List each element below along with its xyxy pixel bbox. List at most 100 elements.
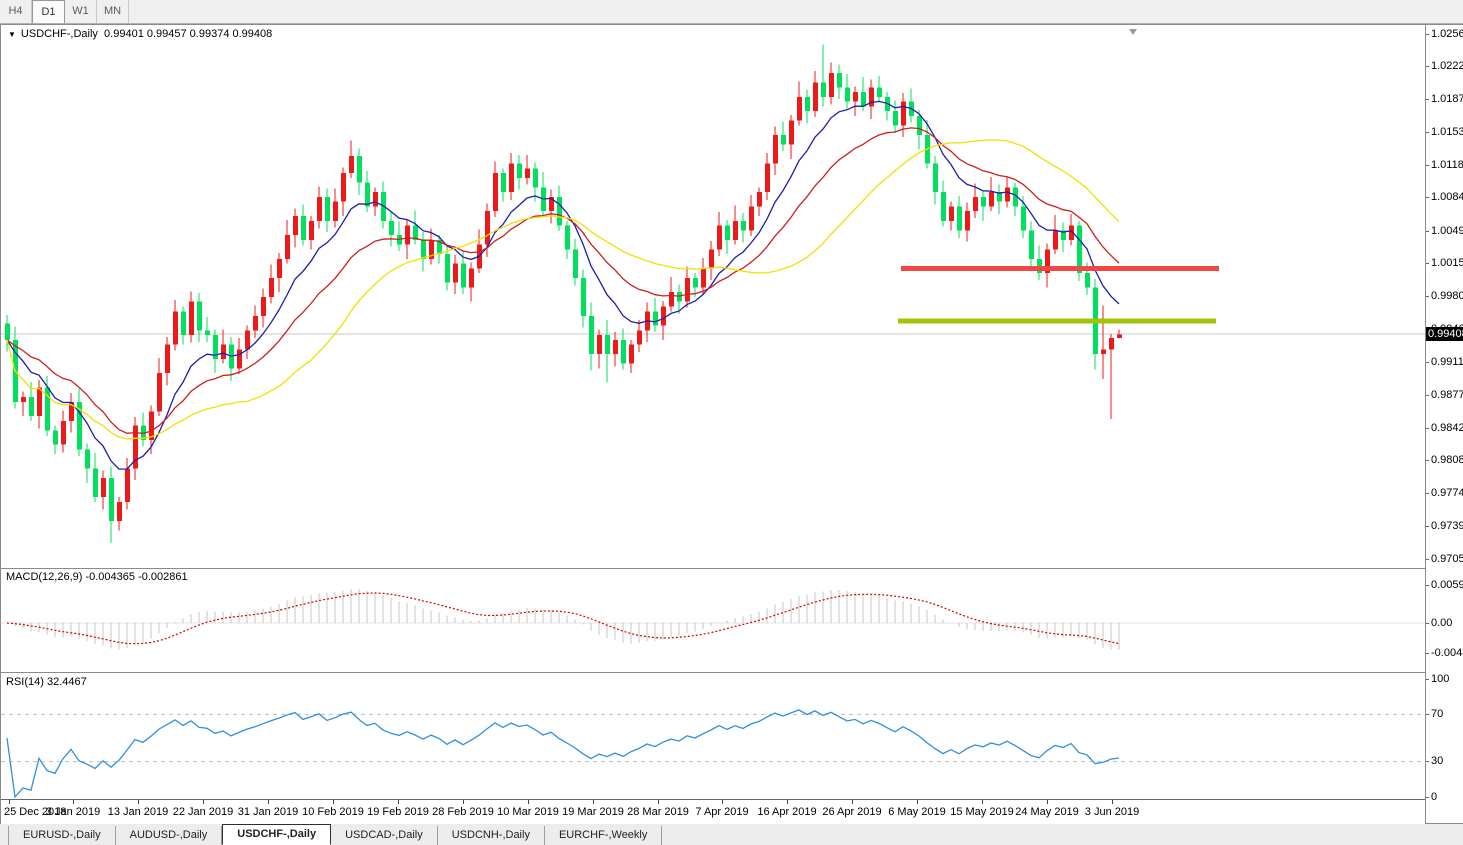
chart-title: ▼ USDCHF-,Daily 0.99401 0.99457 0.99374 0… — [8, 28, 272, 40]
rsi-axis-label: 0 — [1431, 791, 1438, 803]
rsi-axis-label: 30 — [1431, 755, 1444, 767]
date-axis-label: 3 Jan 2019 — [45, 806, 101, 818]
date-axis[interactable]: 25 Dec 2018 3 Jan 2019 13 Jan 2019 22 Jan 2… — [1, 799, 1425, 826]
date-tick — [852, 800, 853, 804]
date-axis-label: 28 Feb 2019 — [432, 806, 494, 818]
candles-layer — [5, 44, 1122, 543]
date-tick — [982, 800, 983, 804]
price-axis-label: 1.01180 — [1431, 159, 1463, 171]
date-tick — [268, 800, 269, 804]
rsi-indicator-panel[interactable] — [1, 673, 1425, 799]
price-axis-label-tick — [1426, 132, 1429, 133]
rsi-label: RSI(14) 32.4467 — [6, 676, 87, 688]
timeframe-button-w1[interactable]: W1 — [65, 0, 97, 23]
rsi-axis-label-tick — [1426, 797, 1429, 798]
date-tick — [9, 800, 10, 804]
ohlc-readout: 0.99401 0.99457 0.99374 0.99408 — [104, 28, 273, 40]
price-axis-label-tick — [1426, 362, 1429, 363]
price-axis-label: 1.01530 — [1431, 126, 1463, 138]
macd-axis-label-tick — [1426, 623, 1429, 624]
price-axis-label-tick — [1426, 526, 1429, 527]
chart-tab-usdcnh[interactable]: USDCNH-,Daily — [438, 826, 545, 845]
date-axis-label: 6 May 2019 — [888, 806, 946, 818]
rsi-axis-label-tick — [1426, 714, 1429, 715]
symbol-dropdown-icon[interactable]: ▼ — [8, 30, 16, 39]
macd-label: MACD(12,26,9) -0.004365 -0.002861 — [6, 571, 188, 583]
macd-axis-label-tick — [1426, 585, 1429, 586]
price-axis-label-tick — [1426, 428, 1429, 429]
support-line — [898, 318, 1216, 324]
date-tick — [722, 800, 723, 804]
macd-panel-separator[interactable] — [1, 568, 1425, 569]
timeframe-button-h4[interactable]: H4 — [0, 0, 32, 23]
macd-axis-label: 0.005999 — [1431, 579, 1463, 591]
date-axis-label: 22 Jan 2019 — [172, 806, 234, 818]
date-axis-label: 16 Apr 2019 — [757, 806, 817, 818]
date-axis-label: 28 Mar 2019 — [627, 806, 689, 818]
date-tick — [658, 800, 659, 804]
chart-tab-eurusd[interactable]: EURUSD-,Daily — [8, 826, 116, 845]
price-axis-label: 1.00490 — [1431, 225, 1463, 237]
chart-tab-usdcad[interactable]: USDCAD-,Daily — [331, 826, 438, 845]
date-tick — [528, 800, 529, 804]
price-axis-label-tick — [1426, 99, 1429, 100]
price-axis-label-tick — [1426, 263, 1429, 264]
macd-signal-line — [6, 592, 1120, 645]
date-tick — [593, 800, 594, 804]
macd-indicator-panel[interactable] — [1, 569, 1425, 672]
macd-axis-label: 0.00 — [1431, 617, 1453, 629]
rsi-line — [6, 709, 1120, 799]
macd-axis-label: -0.004858 — [1431, 647, 1463, 659]
symbol-title: USDCHF-,Daily — [20, 28, 98, 40]
price-axis-label-tick — [1426, 66, 1429, 67]
timeframe-toolbar: H4 D1 W1 MN — [0, 0, 1463, 24]
date-tick — [138, 800, 139, 804]
price-axis-label-tick — [1426, 165, 1429, 166]
rsi-axis-label: 70 — [1431, 708, 1444, 720]
chart-shift-marker-icon[interactable] — [1129, 29, 1137, 35]
date-tick — [398, 800, 399, 804]
date-axis-label: 24 May 2019 — [1015, 806, 1079, 818]
date-axis-label: 7 Apr 2019 — [695, 806, 749, 818]
date-axis-label: 25 Dec 2018 — [4, 806, 67, 818]
date-axis-label: 26 Apr 2019 — [822, 806, 882, 818]
medium-ma — [6, 127, 1120, 434]
date-axis-label: 19 Mar 2019 — [562, 806, 624, 818]
chart-window: ▼ USDCHF-,Daily 0.99401 0.99457 0.99374 0… — [0, 24, 1463, 826]
date-tick — [1112, 800, 1113, 804]
macd-axis-label-tick — [1426, 653, 1429, 654]
date-tick — [333, 800, 334, 804]
date-axis-label: 3 Jun 2019 — [1084, 806, 1140, 818]
price-axis-label-tick — [1426, 231, 1429, 232]
chart-tab-audusd[interactable]: AUDUSD-,Daily — [116, 826, 223, 845]
date-axis-label: 10 Feb 2019 — [302, 806, 364, 818]
date-tick — [73, 800, 74, 804]
date-axis-label: 19 Feb 2019 — [367, 806, 429, 818]
chart-tabs-bar: EURUSD-,Daily AUDUSD-,Daily USDCHF-,Daily U… — [0, 824, 1463, 845]
chart-tab-usdchf[interactable]: USDCHF-,Daily — [222, 824, 332, 845]
price-axis-label-tick — [1426, 559, 1429, 560]
candlestick-chart[interactable] — [1, 25, 1425, 568]
timeframe-button-d1[interactable]: D1 — [32, 0, 65, 23]
date-axis-label: 13 Jan 2019 — [107, 806, 169, 818]
chart-tab-eurchf[interactable]: EURCHF-,Weekly — [545, 826, 663, 845]
price-axis-label: 1.01870 — [1431, 93, 1463, 105]
date-tick — [463, 800, 464, 804]
date-tick — [203, 800, 204, 804]
rsi-axis-label-tick — [1426, 761, 1429, 762]
price-axis-label-tick — [1426, 34, 1429, 35]
timeframe-button-mn[interactable]: MN — [97, 0, 129, 23]
rsi-panel-separator[interactable] — [1, 672, 1425, 673]
date-tick — [917, 800, 918, 804]
price-axis-label-tick — [1426, 493, 1429, 494]
fast-ma — [6, 100, 1120, 470]
price-scale[interactable]: 0.99408 1.02560 1.02220 1.01870 1.01530 1.01… — [1425, 25, 1463, 823]
